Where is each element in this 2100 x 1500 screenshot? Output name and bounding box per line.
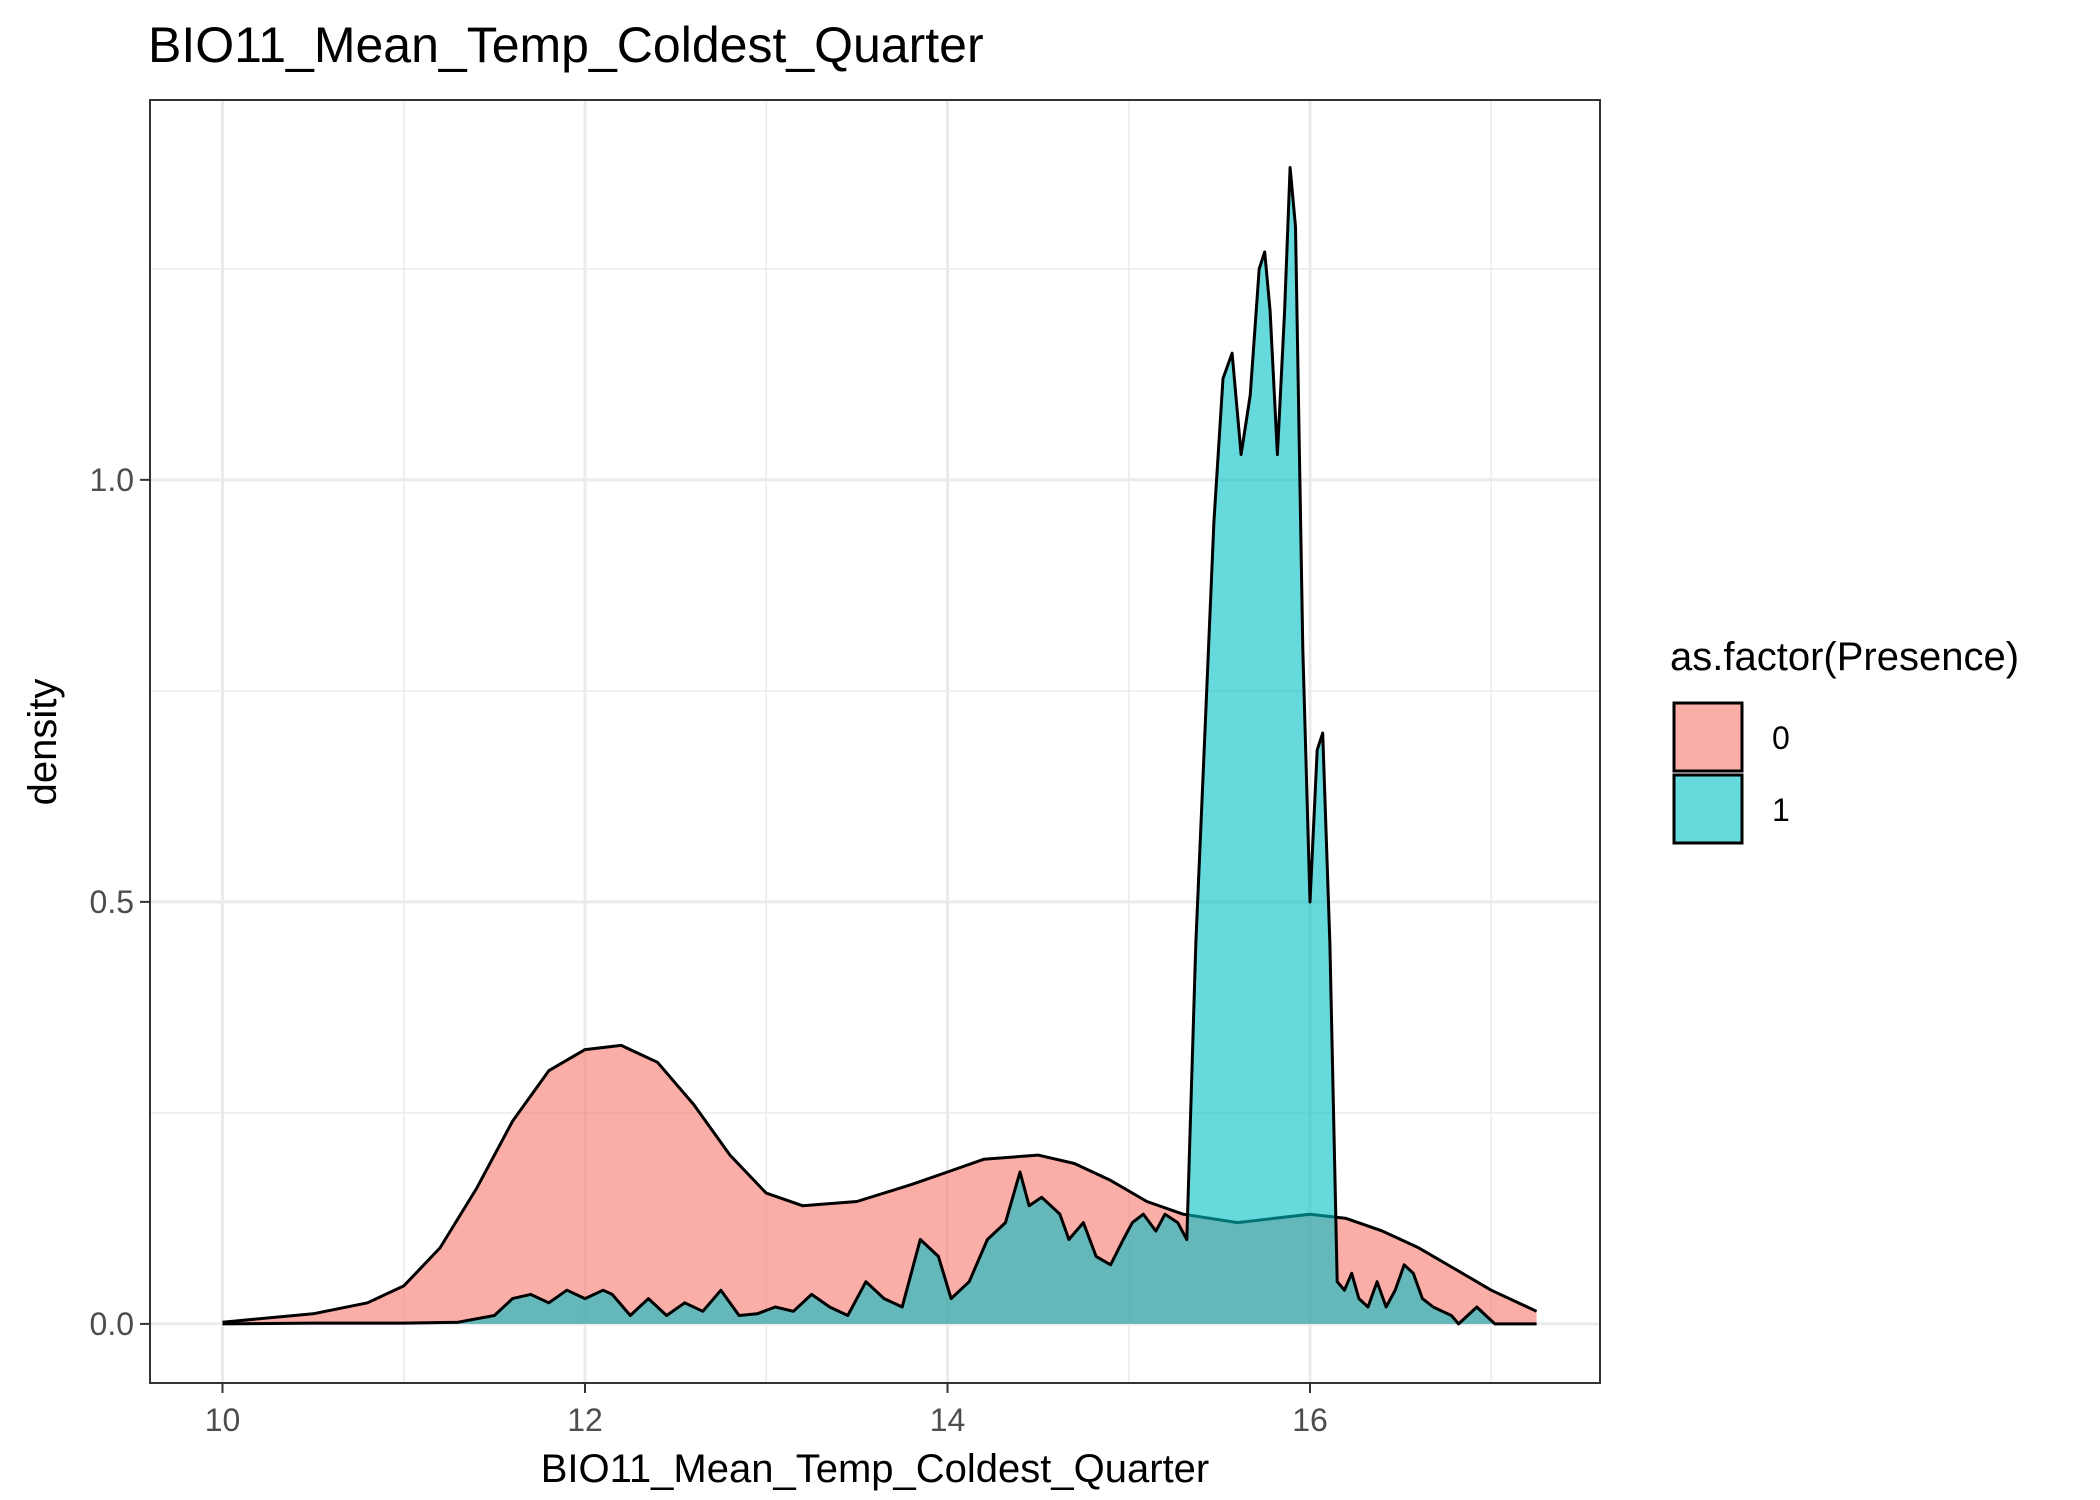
x-tick-label: 16 [1292, 1402, 1328, 1438]
y-tick-label: 0.5 [90, 884, 134, 920]
y-tick-label: 1.0 [90, 462, 134, 498]
legend-key-0 [1672, 701, 1744, 773]
x-tick-label: 10 [205, 1402, 241, 1438]
legend-title: as.factor(Presence) [1670, 635, 2019, 679]
density-area-1 [222, 167, 1537, 1324]
density-line-1 [222, 166, 1537, 1326]
y-axis-title: density [21, 679, 65, 806]
x-tick-label: 14 [930, 1402, 966, 1438]
x-tick-label: 12 [567, 1402, 603, 1438]
series-layer [222, 166, 1538, 1326]
legend-items: 01 [1672, 701, 1790, 845]
chart-title: BIO11_Mean_Temp_Coldest_Quarter [148, 17, 984, 73]
legend: as.factor(Presence) 01 [1670, 635, 2019, 845]
legend-label-0: 0 [1772, 720, 1790, 756]
y-tick-label: 0.0 [90, 1306, 134, 1342]
panel-border [149, 99, 1601, 1384]
legend-label-1: 1 [1772, 792, 1790, 828]
x-axis-title: BIO11_Mean_Temp_Coldest_Quarter [541, 1447, 1210, 1491]
axes: 10 12 14 16 0.0 0.5 1.0 [90, 462, 1328, 1438]
legend-key-1 [1672, 773, 1744, 845]
